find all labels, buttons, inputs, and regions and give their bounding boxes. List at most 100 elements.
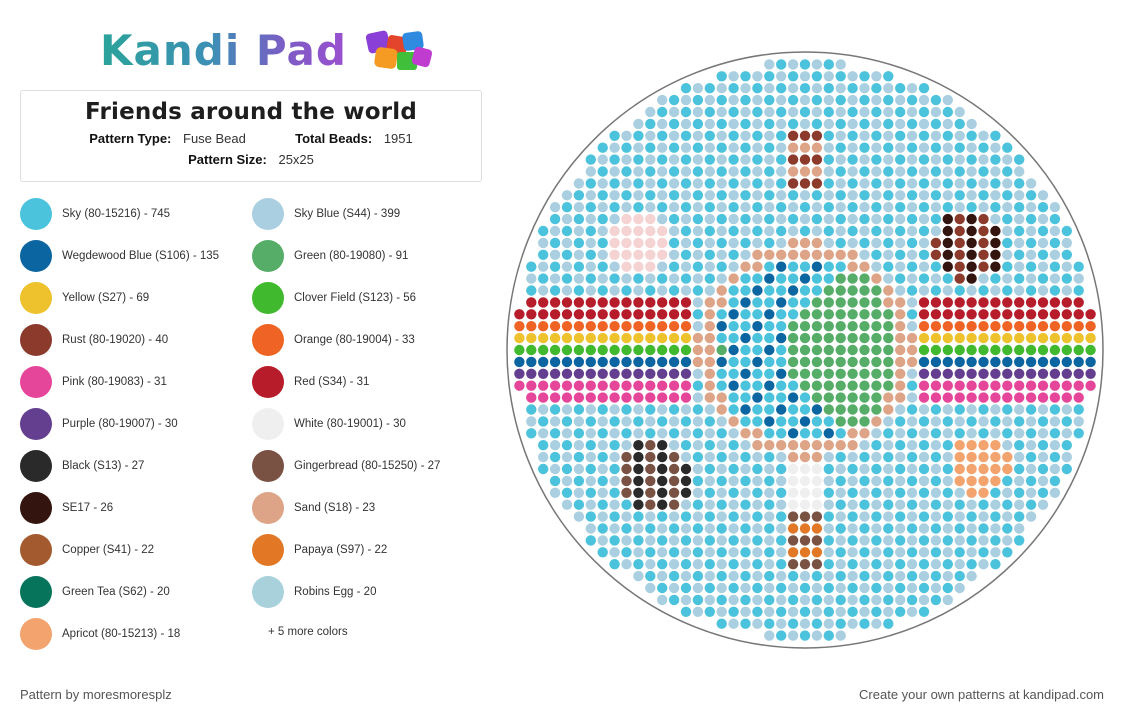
pattern-author[interactable]: Pattern by moresmoresplz <box>20 687 172 702</box>
bead <box>895 475 906 487</box>
bead <box>657 368 668 379</box>
bead <box>1073 380 1084 391</box>
bead <box>978 416 989 427</box>
more-colors-link[interactable]: + 5 more colors <box>268 626 348 638</box>
bead <box>811 463 823 475</box>
bead <box>668 309 680 320</box>
bead <box>1014 404 1025 415</box>
bead <box>918 118 930 130</box>
bead <box>645 202 656 213</box>
bead <box>787 428 799 439</box>
bead <box>680 582 692 594</box>
bead <box>847 344 858 356</box>
bead <box>787 523 799 534</box>
bead <box>847 154 858 165</box>
bead <box>680 606 692 617</box>
legend-item: Sand (S18) - 23 <box>252 492 375 524</box>
bead <box>657 273 668 284</box>
bead <box>597 332 608 344</box>
bead <box>752 559 763 570</box>
bead <box>847 606 858 617</box>
bead <box>942 451 953 463</box>
bead <box>966 154 977 165</box>
bead <box>811 594 823 606</box>
bead <box>1002 178 1013 189</box>
bead <box>895 142 906 153</box>
pattern-meta-row-2: Pattern Size: 25x25 <box>21 152 481 167</box>
legend-item: Black (S13) - 27 <box>20 450 144 482</box>
bead <box>728 106 739 118</box>
bead <box>764 106 775 118</box>
bead <box>930 273 942 284</box>
bead <box>895 249 906 260</box>
bead <box>657 237 668 249</box>
bead <box>1014 523 1025 534</box>
bead <box>1014 440 1025 451</box>
bead <box>871 297 882 308</box>
bead <box>704 380 715 391</box>
bead <box>668 380 680 391</box>
bead <box>740 344 751 356</box>
bead <box>633 440 644 451</box>
bead <box>942 273 953 284</box>
bead <box>657 285 668 296</box>
bead <box>954 582 965 594</box>
bead <box>930 130 942 141</box>
bead <box>549 309 561 320</box>
bead <box>645 225 656 237</box>
bead <box>561 261 573 272</box>
bead <box>752 332 763 344</box>
bead <box>918 202 930 213</box>
bead <box>645 380 656 391</box>
kandipad-logo[interactable]: Kandi Pad <box>100 22 433 78</box>
bead <box>657 547 668 558</box>
bead <box>1002 475 1013 487</box>
bead <box>966 499 977 510</box>
bead <box>918 94 930 106</box>
bead <box>752 487 763 498</box>
bead <box>954 261 965 272</box>
legend-label: Apricot (80-15213) - 18 <box>62 628 181 640</box>
bead <box>716 487 727 498</box>
bead <box>585 440 596 451</box>
bead <box>680 225 692 237</box>
bead <box>1002 368 1013 379</box>
bead <box>740 285 751 296</box>
bead <box>704 118 715 130</box>
bead <box>835 261 846 272</box>
bead <box>799 523 811 534</box>
bead <box>633 202 644 213</box>
bead <box>811 142 823 153</box>
bead <box>847 440 858 451</box>
bead <box>811 451 823 463</box>
bead <box>704 130 715 141</box>
bead <box>954 428 965 439</box>
bead <box>906 190 918 201</box>
bead <box>990 130 1001 141</box>
bead <box>799 380 811 391</box>
bead <box>621 428 632 439</box>
bead <box>859 523 870 534</box>
bead <box>906 594 918 606</box>
bead <box>680 261 692 272</box>
bead <box>918 380 930 391</box>
bead <box>716 142 727 153</box>
bead <box>692 309 704 320</box>
bead <box>1014 285 1025 296</box>
bead <box>716 451 727 463</box>
bead <box>871 523 882 534</box>
bead <box>728 368 739 379</box>
bead <box>740 249 751 260</box>
legend-label: Clover Field (S123) - 56 <box>294 292 417 304</box>
bead <box>1037 451 1049 463</box>
bead <box>847 94 858 106</box>
bead <box>609 547 620 558</box>
create-patterns-link[interactable]: Create your own patterns at kandipad.com <box>859 687 1104 702</box>
bead <box>954 213 965 225</box>
bead <box>883 380 894 391</box>
bead <box>823 71 834 82</box>
bead <box>740 440 751 451</box>
bead <box>585 380 596 391</box>
bead <box>1037 487 1049 498</box>
bead <box>859 344 870 356</box>
